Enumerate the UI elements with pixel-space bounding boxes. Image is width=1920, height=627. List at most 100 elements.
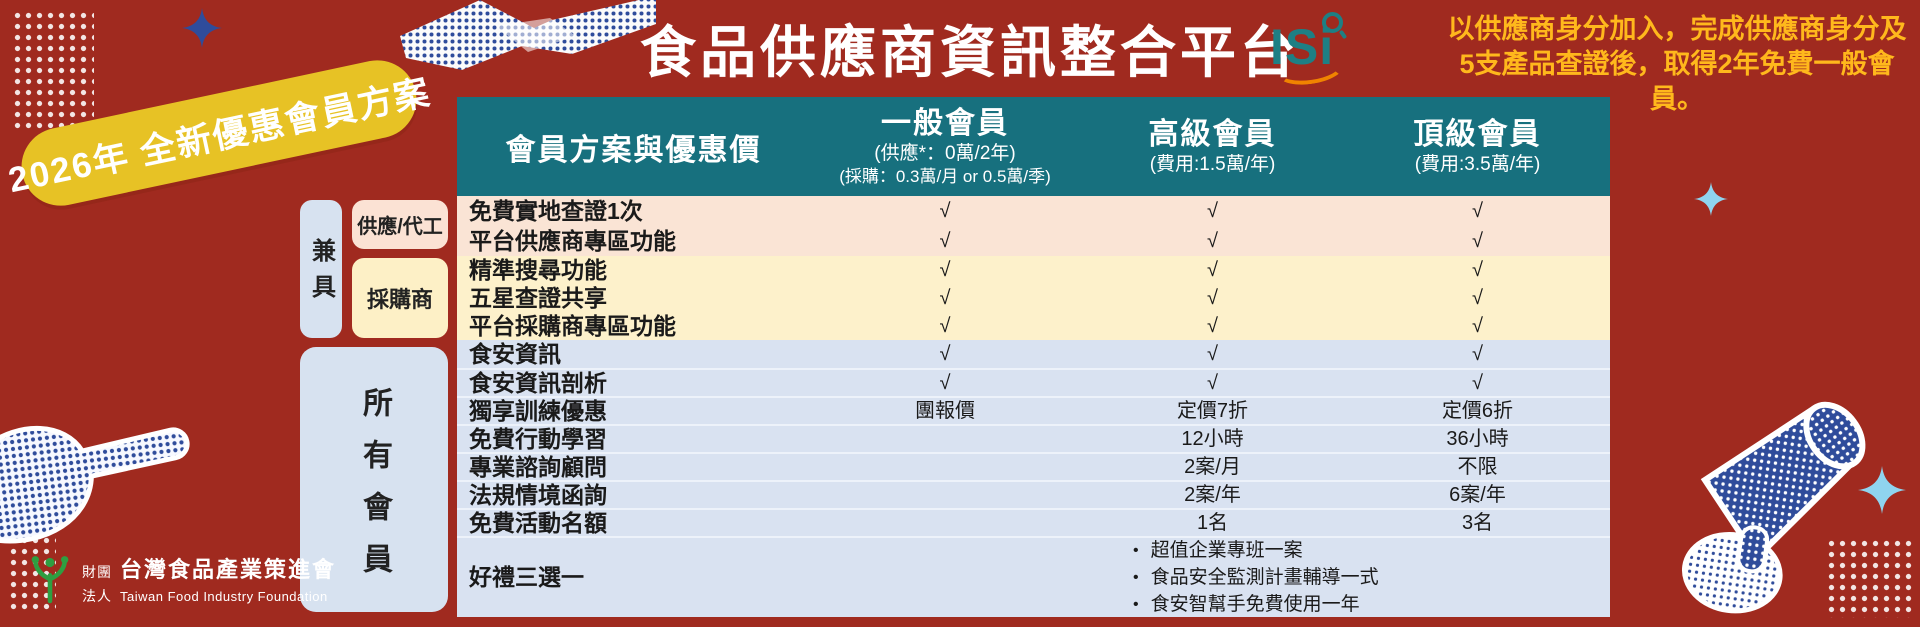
cell-top: √ (1472, 342, 1483, 365)
table-row: 五星查證共享 √ √ √ (457, 284, 1610, 312)
row-feature: 食安資訊剖析 (469, 369, 607, 396)
cell-premium: √ (1207, 342, 1218, 365)
table-row: 精準搜尋功能 √ √ √ (457, 256, 1610, 284)
cell-top: √ (1472, 199, 1483, 222)
megaphone-halftone-image (1681, 401, 1866, 614)
plan-price: (供應*：0萬/2年) (874, 143, 1016, 164)
promo-note: 以供應商身分加入，完成供應商身分及 5支產品查證後，取得2年免費一般會員。 (1440, 12, 1914, 117)
organization-text: 財團 台灣食品產業策進會 法人 Taiwan Food Industry Fou… (82, 552, 336, 606)
promo-note-line2: 5支產品查證後，取得2年免費一般會員。 (1459, 49, 1895, 114)
cell-basic (810, 426, 1080, 452)
cell-basic: √ (939, 286, 951, 309)
row-feature: 專業諮詢顧問 (469, 453, 607, 480)
row-feature: 法規情境函詢 (469, 481, 607, 508)
table-row: 法規情境函詢 2案/年 6案/年 (457, 480, 1610, 508)
org-prefix-bottom: 法人 (82, 588, 112, 604)
row-feature: 免費行動學習 (469, 425, 607, 452)
plan-name: 頂級會員 (1413, 117, 1542, 151)
plan-price: (費用:3.5萬/年) (1414, 153, 1541, 175)
handshake-halftone-image (400, 0, 656, 70)
cell-top: √ (1472, 286, 1483, 309)
cell-top: 6案/年 (1449, 483, 1506, 506)
table-row: 平台供應商專區功能 √ √ √ (457, 226, 1610, 256)
cell-top: √ (1472, 371, 1483, 394)
table-row: 免費活動名額 1名 3名 (457, 508, 1610, 536)
cell-top: 3名 (1461, 511, 1494, 534)
table-row-gift: 好禮三選一 • 超值企業專班一案 • 食品安全監測計畫輔導一式 • 食安智幫手免… (457, 536, 1610, 617)
cell-premium: 2案/月 (1184, 455, 1241, 478)
row-feature: 精準搜尋功能 (469, 256, 607, 283)
cell-premium: √ (1207, 199, 1218, 222)
gift-option-label: 食品安全監測計畫輔導一式 (1150, 567, 1379, 588)
column-header-premium: 高級會員 (費用:1.5萬/年) (1080, 97, 1345, 196)
dot-grid-bottom-right-icon (1826, 538, 1914, 618)
cell-premium: √ (1207, 258, 1218, 281)
group-label-both: 兼具 (300, 200, 342, 338)
table-row: 平台採購商專區功能 √ √ √ (457, 312, 1610, 340)
isi-logo: ISi (1270, 12, 1348, 89)
gift-option-label: 食安智幫手免費使用一年 (1150, 594, 1360, 615)
cell-premium: √ (1207, 229, 1218, 252)
pointing-hand-halftone-image (0, 426, 190, 544)
column-header-features: 會員方案與優惠價 (505, 133, 762, 167)
bullet-icon: • (1133, 569, 1139, 586)
cell-premium: 12小時 (1181, 427, 1244, 450)
sparkle-icon (1694, 182, 1728, 216)
column-header-top: 頂級會員 (費用:3.5萬/年) (1345, 97, 1610, 196)
cell-top: 不限 (1457, 455, 1498, 478)
org-prefix-top: 財團 (82, 564, 112, 580)
table-row: 獨享訓練優惠 團報價 定價7折 定價6折 (457, 396, 1610, 424)
bullet-icon: • (1133, 596, 1139, 613)
row-feature: 平台供應商專區功能 (469, 227, 676, 254)
cell-top: √ (1472, 314, 1483, 337)
cell-top: √ (1472, 258, 1483, 281)
promo-note-line1: 以供應商身分加入，完成供應商身分及 (1447, 14, 1907, 44)
cell-basic: 團報價 (915, 399, 975, 422)
cell-premium: √ (1207, 371, 1218, 394)
cell-premium: √ (1207, 286, 1218, 309)
dot-grid-top-left-icon (12, 10, 94, 130)
cell-basic: √ (939, 199, 951, 222)
cell-basic: √ (939, 314, 951, 337)
table-row: 免費實地查證1次 √ √ √ (457, 196, 1610, 226)
cell-top: 36小時 (1446, 427, 1509, 450)
cell-premium: 定價7折 (1176, 399, 1249, 422)
table-row: 免費行動學習 12小時 36小時 (457, 424, 1610, 452)
cell-top: √ (1472, 229, 1483, 252)
row-feature: 獨享訓練優惠 (469, 397, 607, 424)
table-row: 專業諮詢顧問 2案/月 不限 (457, 452, 1610, 480)
group-label-all-members: 所有會員 (300, 347, 448, 612)
row-feature: 好禮三選一 (469, 564, 584, 591)
isi-logo-text: ISi (1270, 19, 1335, 75)
membership-table: 會員方案與優惠價 一般會員 (供應*：0萬/2年) (採購：0.3萬/月 or … (457, 97, 1610, 617)
list-item: • 超值企業專班一案 (1133, 537, 1379, 564)
list-item: • 食品安全監測計畫輔導一式 (1133, 564, 1379, 591)
sparkle-icon (1858, 466, 1906, 514)
org-name-en: Taiwan Food Industry Foundation (120, 589, 328, 604)
row-feature: 平台採購商專區功能 (469, 312, 676, 339)
magnifier-ring-icon (1322, 12, 1344, 33)
table-row: 食安資訊剖析 √ √ √ (457, 368, 1610, 396)
gift-option-label: 超值企業專班一案 (1150, 540, 1303, 561)
cell-top: 定價6折 (1441, 399, 1514, 422)
table-row: 食安資訊 √ √ √ (457, 340, 1610, 368)
cell-basic (810, 454, 1080, 480)
list-item: • 食安智幫手免費使用一年 (1133, 591, 1379, 618)
cell-premium: 2案/年 (1184, 483, 1241, 506)
plan-price-alt: (採購：0.3萬/月 or 0.5萬/季) (839, 167, 1051, 186)
foundation-logo-icon (31, 556, 69, 604)
row-feature: 食安資訊 (469, 340, 561, 367)
gift-options-list: • 超值企業專班一案 • 食品安全監測計畫輔導一式 • 食安智幫手免費使用一年 (1133, 537, 1379, 618)
cell-basic (810, 482, 1080, 508)
cell-premium: 1名 (1196, 511, 1229, 534)
cell-basic: √ (939, 342, 951, 365)
page-title: 食品供應商資訊整合平台 (640, 21, 1300, 84)
table-header: 會員方案與優惠價 一般會員 (供應*：0萬/2年) (採購：0.3萬/月 or … (457, 97, 1610, 196)
row-feature: 免費活動名額 (469, 509, 607, 536)
group-label-supplier: 供應/代工 (352, 200, 448, 249)
plan-name: 高級會員 (1148, 117, 1277, 151)
column-header-basic: 一般會員 (供應*：0萬/2年) (採購：0.3萬/月 or 0.5萬/季) (810, 97, 1080, 196)
bullet-icon: • (1133, 542, 1139, 559)
row-feature: 免費實地查證1次 (469, 197, 643, 224)
